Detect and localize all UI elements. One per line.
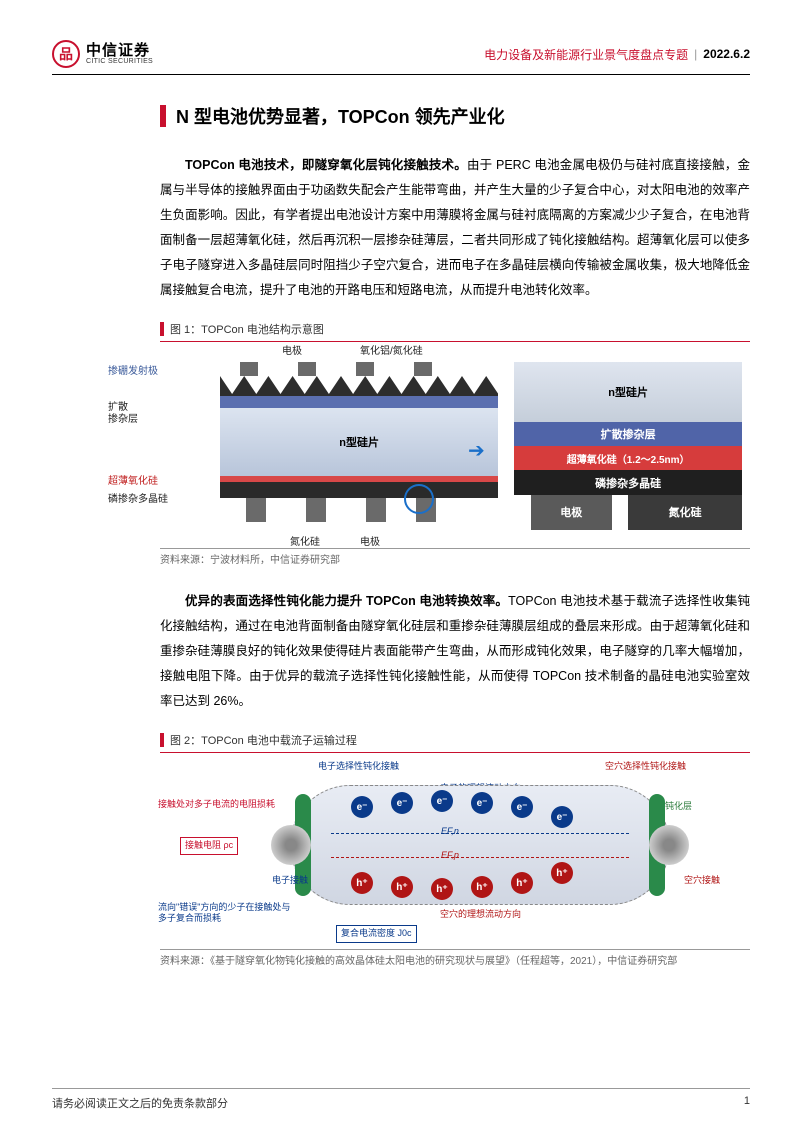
para2-lead: 优异的表面选择性钝化能力提升 TOPCon 电池转换效率。	[185, 594, 508, 608]
d2-wrong-dir: 流向"错误"方向的少子在接触处与多子复合而损耗	[158, 902, 298, 925]
d1-label-diffusion: 扩散掺杂层	[108, 402, 138, 426]
section-title: N 型电池优势显著，TOPCon 领先产业化	[160, 103, 750, 129]
d2-h-contact: 空穴接触	[684, 875, 720, 887]
title-accent-bar	[160, 105, 166, 127]
header-topic: 电力设备及新能源行业景气度盘点专题	[484, 46, 688, 63]
d1-label-alox: 氧化铝/氮化硅	[360, 342, 423, 357]
d2-h-contact-node	[649, 825, 689, 865]
footer-disclaimer: 请务必阅读正文之后的免责条款部分	[52, 1095, 228, 1111]
d1-label-emitter: 掺硼发射极	[108, 362, 158, 377]
d1r-ox: 超薄氧化硅（1.2～2.5nm）	[514, 446, 742, 470]
page-footer: 请务必阅读正文之后的免责条款部分 1	[52, 1088, 750, 1111]
logo-icon: 品	[52, 40, 80, 68]
fig1-source: 资料来源：宁波材料所，中信证券研究部	[160, 553, 750, 569]
figure-2-diagram: 电子选择性钝化接触 空穴选择性钝化接触 电子的理想流动方向 空穴的理想流动方向 …	[160, 755, 750, 945]
d2-h-flow: 空穴的理想流动方向	[440, 909, 521, 921]
d1r-diff: 扩散掺杂层	[514, 422, 742, 446]
fig2-caption-row: 图 2：TOPCon 电池中载流子运输过程	[160, 732, 750, 748]
paragraph-2: 优异的表面选择性钝化能力提升 TOPCon 电池转换效率。TOPCon 电池技术…	[160, 589, 750, 714]
d1r-nsi: n型硅片	[514, 362, 742, 422]
fig1-divider	[160, 341, 750, 342]
d2-efp: EF,p	[441, 850, 459, 862]
fig2-source-divider	[160, 949, 750, 950]
d1r-sinx: 氮化硅	[628, 495, 742, 530]
d2-contact-resist: 接触处对多子电流的电阻损耗	[158, 799, 276, 811]
d1-highlight-circle	[404, 484, 434, 514]
fig-accent-bar	[160, 733, 164, 747]
d2-e-selective: 电子选择性钝化接触	[318, 761, 399, 773]
d1-nsi-label: n型硅片	[220, 408, 498, 476]
title-text: N 型电池优势显著，TOPCon 领先产业化	[176, 103, 505, 129]
logo: 品 中信证券 CITIC SECURITIES	[52, 40, 153, 68]
logo-text-cn: 中信证券	[86, 43, 153, 58]
para1-lead: TOPCon 电池技术，即隧穿氧化层钝化接触技术。	[185, 158, 467, 172]
d1-zoom-arrow: ➔	[468, 438, 485, 463]
d1-zigzag	[220, 376, 498, 398]
fig-accent-bar	[160, 322, 164, 336]
d1r-electrode: 电极	[531, 495, 612, 530]
d1-label-thinox: 超薄氧化硅	[108, 472, 158, 487]
d2-rhoc: 接触电阻 ρc	[180, 837, 238, 855]
figure-1-diagram: 电极 氧化铝/氮化硅 掺硼发射极 扩散掺杂层 超薄氧化硅 磷掺杂多晶硅 氮化硅 …	[160, 344, 750, 544]
d2-h-selective: 空穴选择性钝化接触	[605, 761, 686, 773]
fig2-divider	[160, 752, 750, 753]
page-header: 品 中信证券 CITIC SECURITIES 电力设备及新能源行业景气度盘点专…	[52, 40, 750, 75]
d1-label-electrode-top: 电极	[282, 342, 302, 357]
d2-passiv-r: 钝化层	[665, 801, 692, 813]
fig1-caption: 图 1：TOPCon 电池结构示意图	[170, 321, 324, 337]
para2-body: TOPCon 电池技术基于载流子选择性收集钝化接触结构，通过在电池背面制备由隧穿…	[160, 594, 750, 708]
fig2-caption: 图 2：TOPCon 电池中载流子运输过程	[170, 732, 357, 748]
header-meta: 电力设备及新能源行业景气度盘点专题 | 2022.6.2	[484, 46, 750, 63]
d1-label-sinx: 氮化硅	[290, 533, 320, 548]
footer-page-number: 1	[744, 1095, 750, 1111]
d2-e-contact: 电子接触	[272, 875, 308, 887]
fig2-source: 资料来源：《基于隧穿氧化物钝化接触的高效晶体硅太阳电池的研究现状与展望》（任程超…	[160, 954, 750, 970]
d1r-poly: 磷掺杂多晶硅	[514, 470, 742, 494]
d2-e-contact-node	[271, 825, 311, 865]
d1-label-poly: 磷掺杂多晶硅	[108, 490, 168, 505]
d1-label-electrode-bot: 电极	[360, 533, 380, 548]
paragraph-1: TOPCon 电池技术，即隧穿氧化层钝化接触技术。由于 PERC 电池金属电极仍…	[160, 153, 750, 303]
d2-efn: EF,n	[441, 826, 459, 838]
header-sep: |	[694, 47, 697, 61]
logo-text-en: CITIC SECURITIES	[86, 58, 153, 65]
fig1-caption-row: 图 1：TOPCon 电池结构示意图	[160, 321, 750, 337]
para1-body: 由于 PERC 电池金属电极仍与硅衬底直接接触，金属与半导体的接触界面由于功函数…	[160, 158, 750, 297]
header-date: 2022.6.2	[703, 47, 750, 61]
d2-j0c: 复合电流密度 J0c	[336, 925, 417, 943]
d2-cell-body: e⁻ e⁻ e⁻ e⁻ e⁻ e⁻ h⁺ h⁺ h⁺ h⁺ h⁺ h⁺ EF,n…	[290, 785, 670, 905]
fig1-source-divider	[160, 548, 750, 549]
